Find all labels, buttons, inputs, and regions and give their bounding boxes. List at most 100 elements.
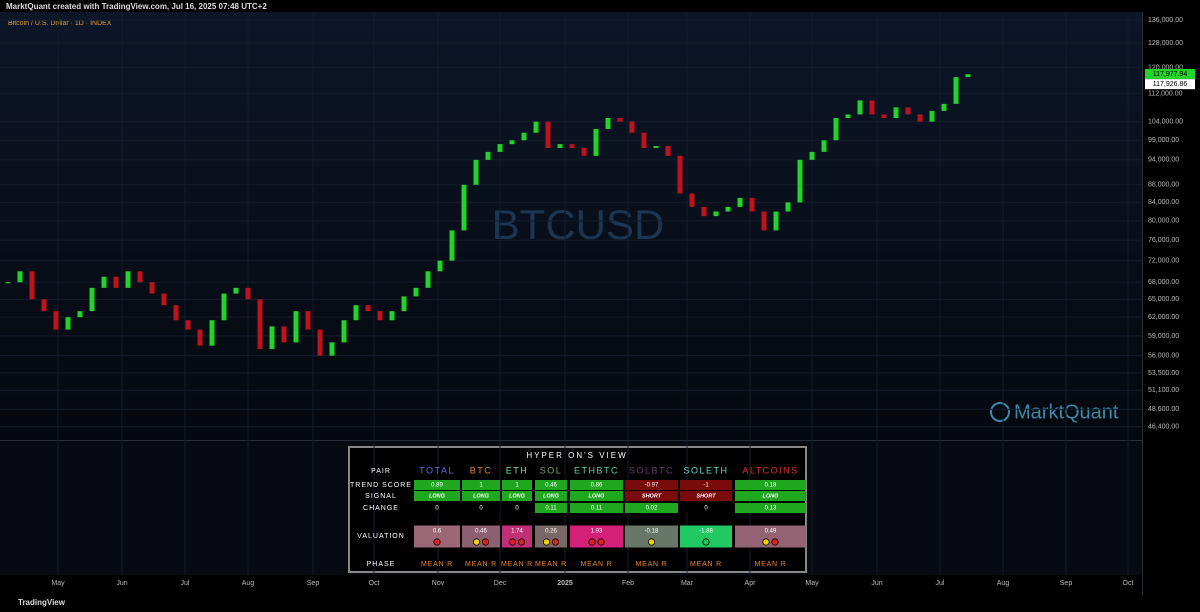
table-cell — [680, 525, 732, 537]
table-cell — [625, 480, 678, 490]
candle — [905, 107, 911, 115]
candle — [821, 140, 827, 152]
candle — [557, 144, 563, 148]
candle — [5, 282, 11, 284]
valuation: -0.18 — [645, 529, 659, 535]
candle — [665, 146, 671, 156]
candle — [101, 276, 107, 288]
table-cell — [680, 503, 732, 513]
logo-icon — [990, 402, 1010, 422]
x-tick-label: Sep — [307, 580, 320, 587]
candle — [893, 107, 899, 119]
phase: MEAN R — [690, 561, 722, 568]
candle — [869, 100, 875, 115]
table-cell — [570, 525, 623, 537]
table-cell — [570, 480, 623, 490]
signal: LONG — [509, 493, 526, 499]
column-header: SOL — [540, 465, 563, 475]
column-header: ETHBTC — [574, 465, 619, 475]
candle — [449, 230, 455, 261]
candle — [461, 184, 467, 231]
y-tick-label: 120,000.00 — [1148, 64, 1183, 71]
signal: SHORT — [696, 493, 716, 499]
y-tick-label: 68,000.00 — [1148, 279, 1179, 286]
x-tick-label: Mar — [681, 580, 694, 587]
valuation: 0.6 — [433, 529, 442, 535]
column-header: ETH — [506, 465, 529, 475]
table-cell — [414, 480, 460, 490]
valuation-dot — [588, 538, 596, 546]
candle — [725, 206, 731, 212]
header-text: MarktQuant created with TradingView.com,… — [6, 2, 267, 11]
table-cell — [625, 503, 678, 513]
y-tick-label: 56,000.00 — [1148, 352, 1179, 359]
candle — [125, 271, 131, 288]
candle — [221, 293, 227, 321]
valuation: 0.26 — [545, 529, 557, 535]
candle — [281, 326, 287, 343]
y-tick-label: 136,000.00 — [1148, 17, 1183, 24]
footer-bar — [0, 596, 1200, 612]
row-label: VALUATION — [357, 533, 405, 540]
candle — [209, 320, 215, 346]
candle — [245, 287, 251, 300]
trend-score: 0.46 — [545, 483, 557, 489]
candle — [833, 118, 839, 141]
valuation: 0.46 — [475, 529, 487, 535]
candle — [89, 287, 95, 312]
table-cell — [462, 503, 500, 513]
table-cell — [535, 525, 567, 537]
candle — [509, 140, 515, 145]
table-cell — [502, 525, 532, 537]
candle — [341, 320, 347, 343]
candle — [497, 144, 503, 152]
phase: MEAN R — [421, 561, 453, 568]
table-cell — [462, 525, 500, 537]
phase: MEAN R — [754, 561, 786, 568]
x-tick-label: Nov — [432, 580, 445, 587]
candle — [77, 311, 83, 318]
trend-score: 0.86 — [591, 483, 603, 489]
candle — [233, 287, 239, 294]
candle — [17, 271, 23, 283]
candle — [629, 121, 635, 133]
row-label: SIGNAL — [365, 493, 397, 500]
table-cell — [625, 491, 678, 501]
candle — [257, 299, 263, 349]
y-tick-label: 62,000.00 — [1148, 314, 1179, 321]
trend-score: 1 — [515, 483, 519, 489]
trend-score: -1 — [703, 483, 709, 489]
table-title: HYPERION'S VIEW — [526, 451, 627, 460]
change: 0.11 — [545, 506, 557, 512]
y-tick-label: 80,000.00 — [1148, 218, 1179, 225]
candle — [785, 202, 791, 212]
x-tick-label: May — [805, 580, 819, 587]
change: 0 — [515, 506, 519, 512]
candle — [929, 110, 935, 122]
price-label-box — [1145, 68, 1195, 79]
x-tick-label: Apr — [745, 580, 757, 587]
candle — [953, 77, 959, 104]
candle — [965, 74, 971, 78]
table-cell — [735, 491, 806, 501]
valuation: 0.49 — [765, 529, 777, 535]
y-tick-label: 84,000.00 — [1148, 199, 1179, 206]
change: 0 — [704, 506, 708, 512]
table-cell — [502, 503, 532, 513]
table-cell — [462, 480, 500, 490]
valuation-dot — [481, 538, 490, 546]
candle — [329, 342, 335, 356]
candle — [113, 276, 119, 288]
column-header: SOLBTC — [629, 465, 674, 475]
candle — [605, 118, 611, 129]
candle — [53, 311, 59, 330]
price-label-box — [1145, 79, 1195, 90]
candle — [401, 296, 407, 312]
candle — [917, 114, 923, 122]
x-tick-label: Jun — [871, 580, 882, 587]
table-cell — [502, 536, 532, 548]
candle — [413, 287, 419, 297]
valuation-dot — [771, 538, 779, 546]
trend-score: -0.97 — [645, 483, 659, 489]
